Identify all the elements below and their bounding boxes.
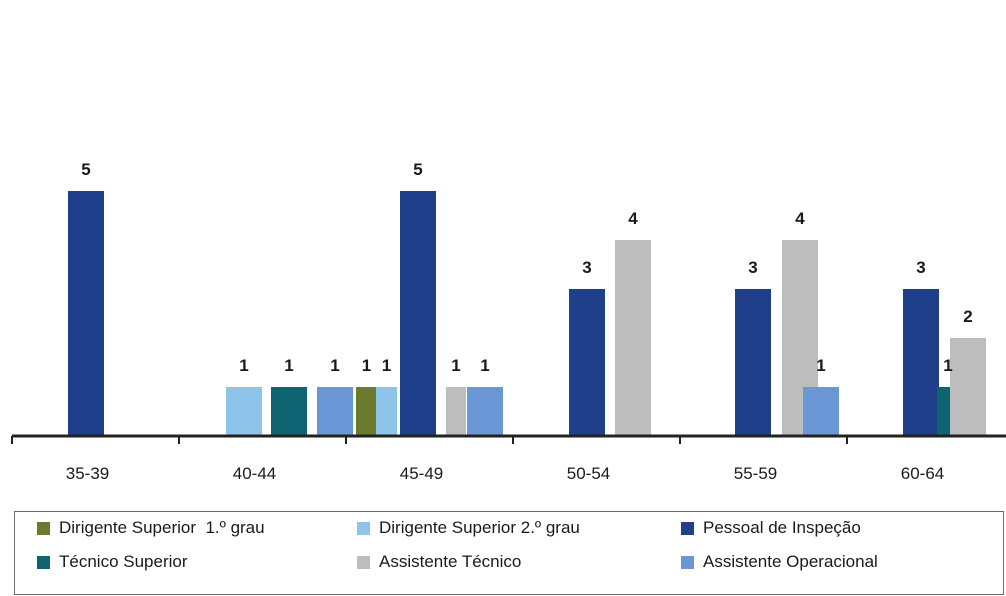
value-label-40-44-s5: 1 — [330, 356, 339, 375]
legend-label: Dirigente Superior 1.º grau — [59, 518, 265, 537]
legend-item: Dirigente Superior 1.º grau — [37, 516, 265, 540]
legend-swatch — [681, 555, 694, 569]
value-label-50-54-s4: 4 — [628, 209, 638, 228]
bar-45-49-s0 — [356, 387, 377, 436]
value-label-55-59-s2: 3 — [748, 258, 757, 277]
x-tick-label-40-44: 40-44 — [233, 464, 276, 483]
x-tick-label-60-64: 60-64 — [901, 464, 944, 483]
legend-item: Pessoal de Inspeção — [681, 516, 861, 540]
value-label-60-64-s2: 3 — [916, 258, 925, 277]
legend-item: Técnico Superior — [37, 550, 188, 574]
value-label-55-59-s4: 4 — [795, 209, 805, 228]
bar-35-39-s2 — [68, 191, 104, 436]
bar-45-49-s2 — [400, 191, 436, 436]
value-label-45-49-s0: 1 — [362, 356, 371, 375]
legend-label: Assistente Técnico — [379, 552, 522, 571]
bar-45-49-s5 — [467, 387, 503, 436]
value-label-45-49-s5: 1 — [480, 356, 489, 375]
bar-50-54-s4 — [615, 240, 651, 436]
value-label-45-49-s1: 1 — [382, 356, 391, 375]
legend-swatch — [681, 521, 694, 535]
legend-item: Assistente Técnico — [357, 550, 521, 574]
legend-swatch — [357, 521, 370, 535]
bar-40-44-s5 — [317, 387, 353, 436]
value-label-45-49-s2: 5 — [413, 160, 422, 179]
bar-45-49-s1 — [376, 387, 397, 436]
value-label-40-44-s1: 1 — [239, 356, 248, 375]
legend-item: Dirigente Superior 2.º grau — [357, 516, 580, 540]
legend-swatch — [37, 555, 50, 569]
legend-label: Pessoal de Inspeção — [703, 518, 861, 537]
value-label-50-54-s2: 3 — [582, 258, 591, 277]
value-label-45-49-s4: 1 — [451, 356, 460, 375]
value-label-60-64-s4: 2 — [963, 307, 972, 326]
x-tick-labels: 35-39 40-44 45-49 50-54 55-59 60-64 — [66, 464, 944, 483]
bar-55-59-s2 — [735, 289, 771, 436]
legend-swatch — [37, 521, 50, 535]
bar-50-54-s2 — [569, 289, 605, 436]
bar-60-64-s4 — [950, 338, 986, 436]
x-tick-label-50-54: 50-54 — [567, 464, 610, 483]
bar-40-44-s3 — [271, 387, 307, 436]
x-axis — [11, 434, 1006, 444]
x-tick-label-55-59: 55-59 — [734, 464, 777, 483]
legend: Dirigente Superior 1.º grau Dirigente Sup… — [14, 511, 1004, 595]
legend-label: Assistente Operacional — [703, 552, 878, 571]
value-label-60-64-s3: 1 — [943, 356, 952, 375]
bars-layer — [68, 191, 986, 436]
x-tick-label-45-49: 45-49 — [400, 464, 443, 483]
bar-45-49-s4 — [446, 387, 466, 436]
legend-item: Assistente Operacional — [681, 550, 878, 574]
bar-60-64-s2 — [903, 289, 939, 436]
value-label-40-44-s3: 1 — [284, 356, 293, 375]
legend-swatch — [357, 555, 370, 569]
value-label-55-59-s5: 1 — [816, 356, 825, 375]
legend-label: Dirigente Superior 2.º grau — [379, 518, 580, 537]
bar-55-59-s5 — [803, 387, 839, 436]
bar-40-44-s1 — [226, 387, 262, 436]
value-label-35-39-s2: 5 — [81, 160, 90, 179]
x-tick-label-35-39: 35-39 — [66, 464, 109, 483]
legend-label: Técnico Superior — [59, 552, 188, 571]
